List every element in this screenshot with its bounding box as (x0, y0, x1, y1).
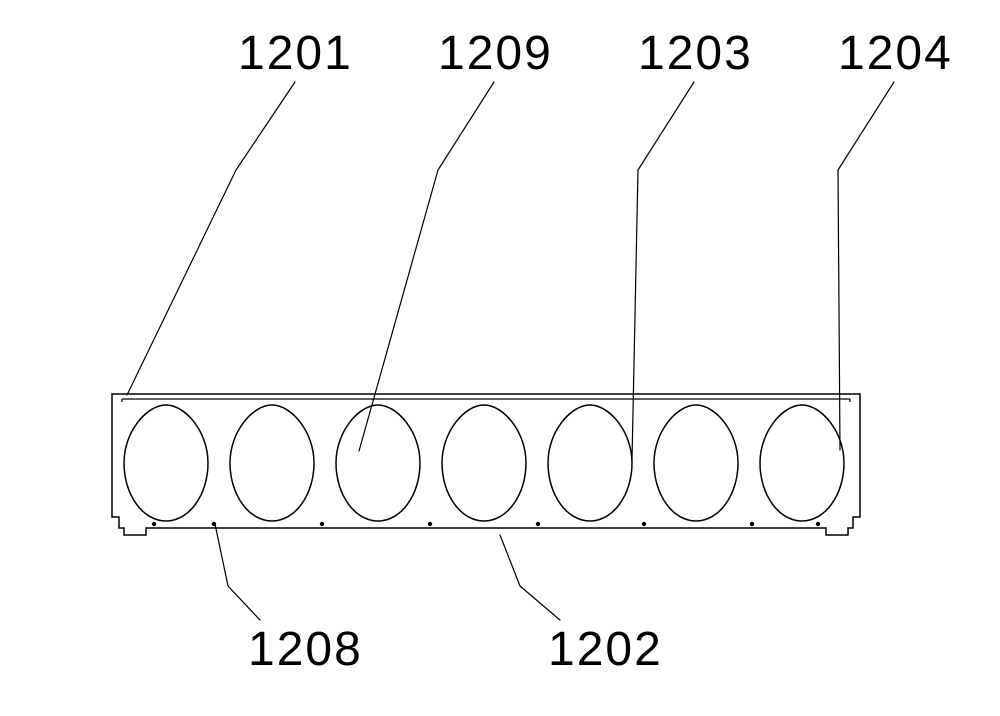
strand-dot-1 (152, 522, 156, 526)
leader-line-6 (500, 535, 560, 620)
leader-line-5 (215, 524, 260, 620)
leader-line-1 (127, 82, 295, 395)
strand-dot-6 (642, 522, 646, 526)
label-1201: 1201 (238, 26, 353, 81)
label-1204: 1204 (838, 26, 953, 81)
label-1202: 1202 (548, 622, 663, 677)
strand-dot-7 (750, 522, 754, 526)
technical-diagram (0, 0, 1000, 716)
strand-dot-3 (320, 522, 324, 526)
label-1203: 1203 (638, 26, 753, 81)
strand-dot-8 (816, 522, 820, 526)
label-1208: 1208 (248, 622, 363, 677)
strand-dot-4 (428, 522, 432, 526)
label-1209: 1209 (438, 26, 553, 81)
strand-dot-5 (536, 522, 540, 526)
